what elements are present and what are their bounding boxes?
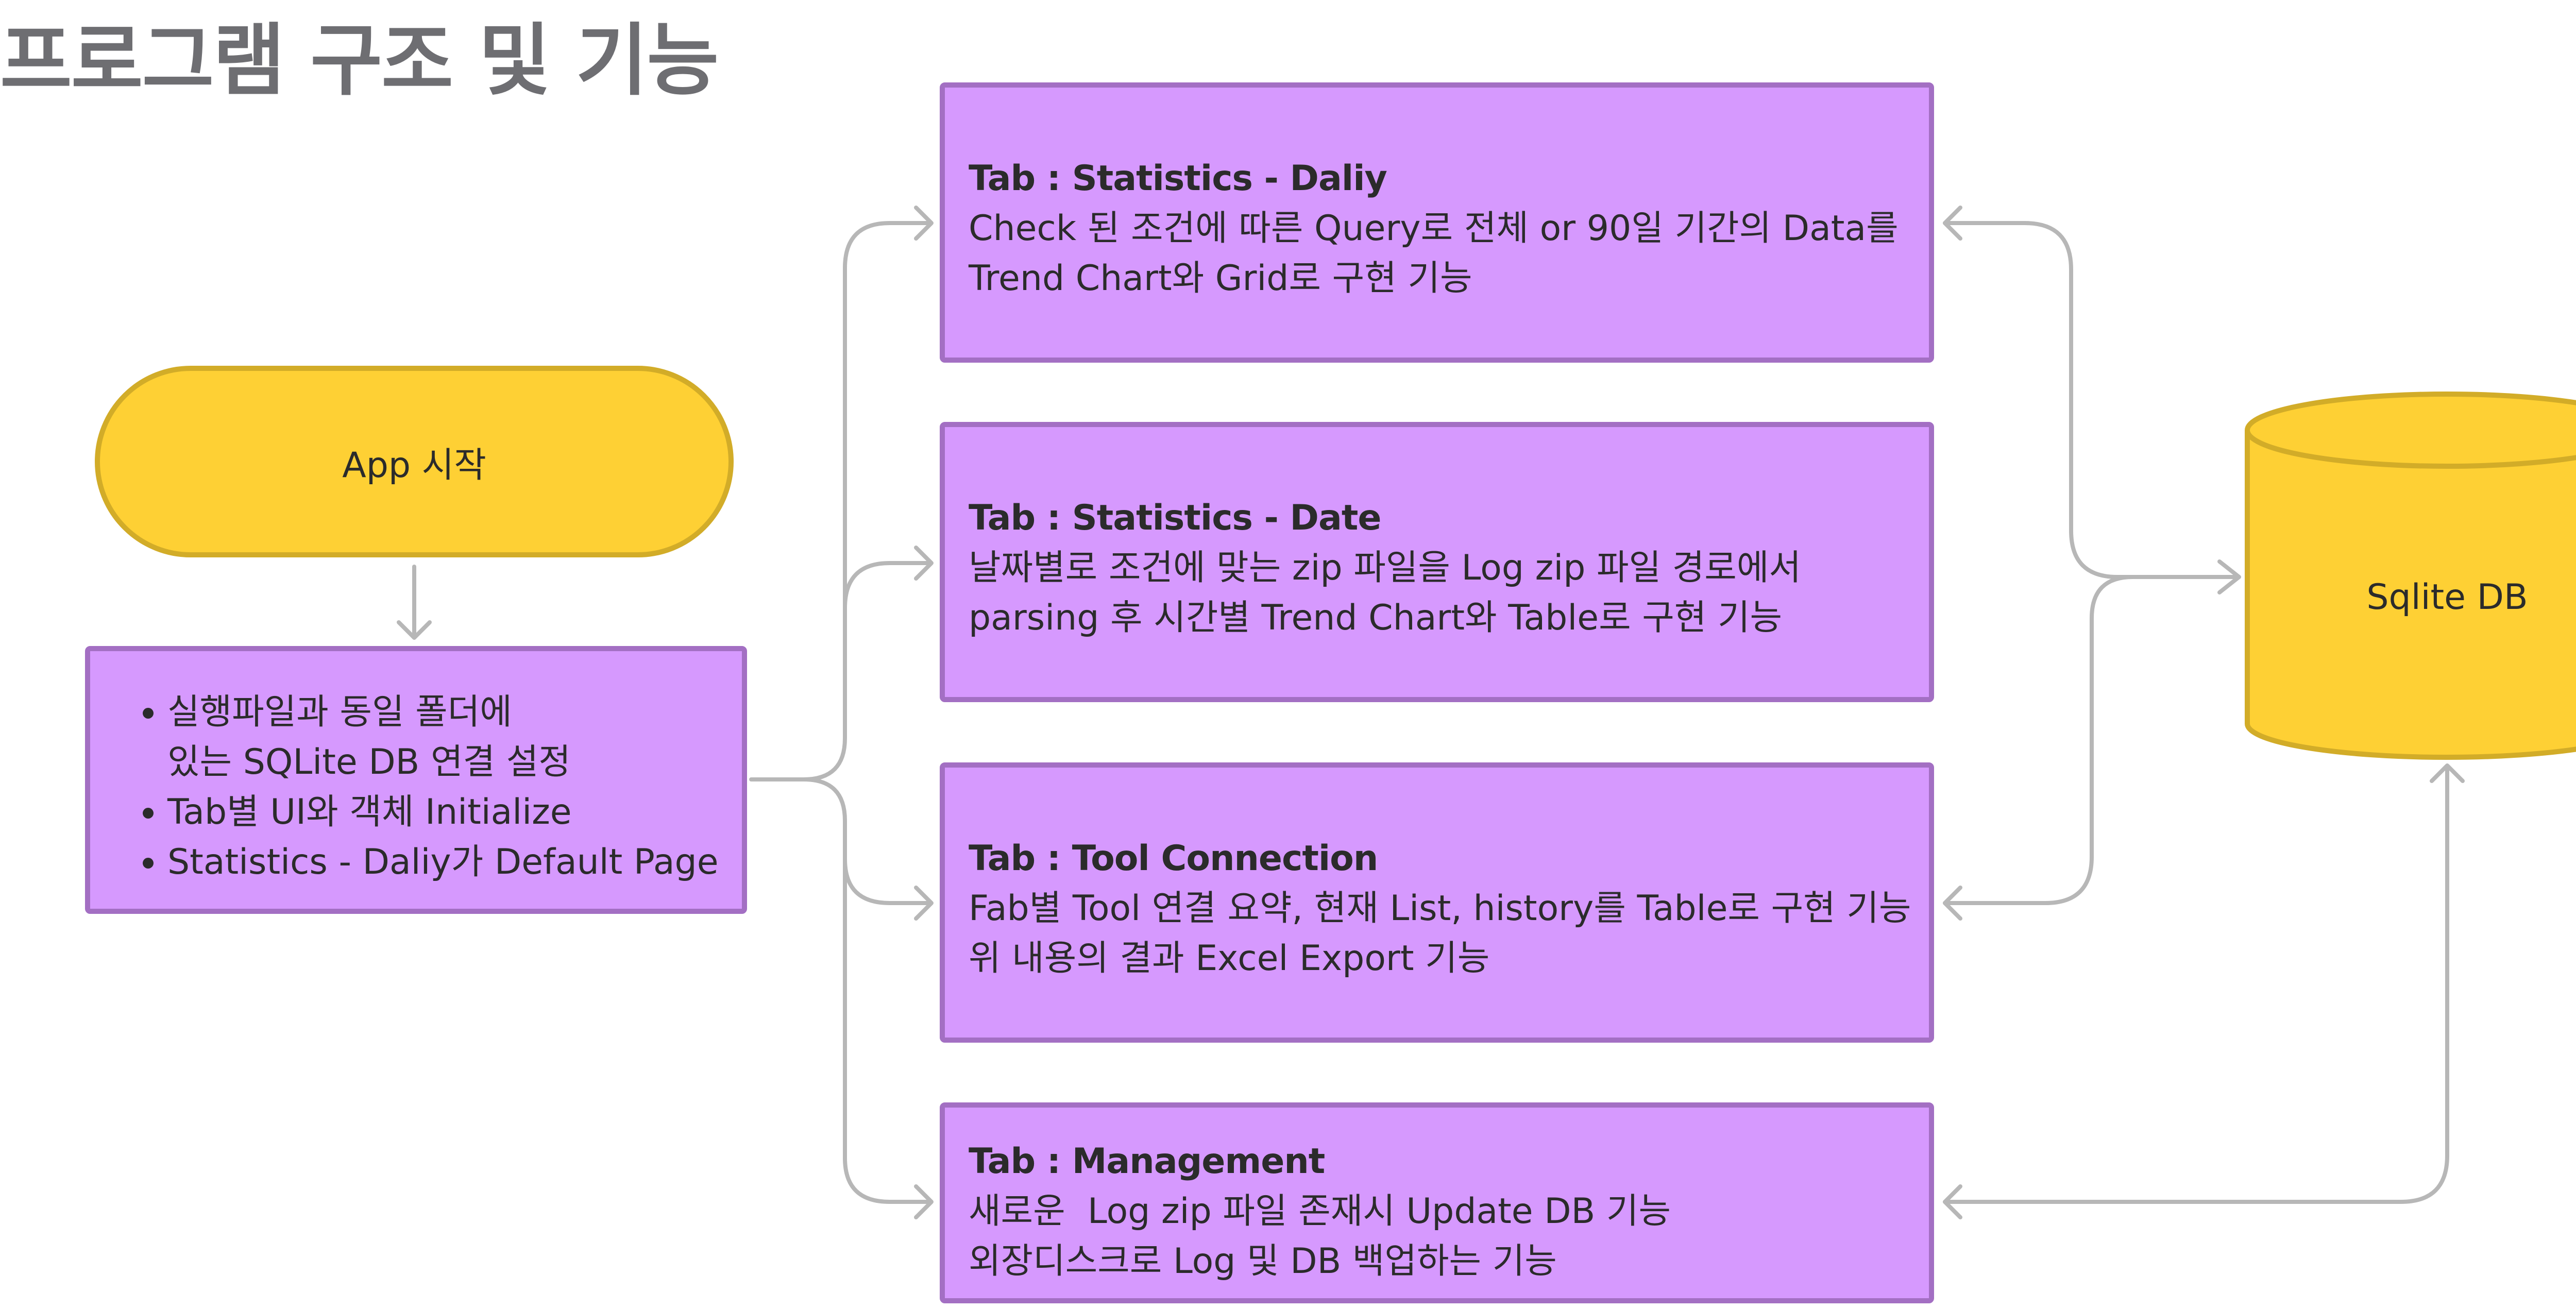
tab-management-node: Tab : Management 새로운 Log zip 파일 존재시 Upda… <box>940 1102 1934 1303</box>
start-node-label: App 시작 <box>342 445 486 486</box>
edge-database-daily <box>1943 206 2237 579</box>
edge-date-to-database <box>1943 575 2135 905</box>
tab-statistics-daily-node: Tab : Statistics - Daliy Check 된 조건에 따른 … <box>940 82 1934 363</box>
init-item: Tab별 UI와 객체 Initialize <box>167 787 742 837</box>
init-node: 실행파일과 동일 폴더에 있는 SQLite DB 연결 설정 Tab별 UI와… <box>85 646 747 914</box>
tab-description-line: Check 된 조건에 따른 Query로 전체 or 90일 기간의 Data… <box>969 208 1899 249</box>
tab-description-line: parsing 후 시간별 Trend Chart와 Table로 구현 기능 <box>969 598 1783 638</box>
tab-title: Tab : Tool Connection <box>969 838 1378 879</box>
init-item: Statistics - Daliy가 Default Page <box>167 837 742 887</box>
init-item: 실행파일과 동일 폴더에 있는 SQLite DB 연결 설정 <box>167 687 742 787</box>
page-title: 프로그램 구조 및 기능 <box>0 15 719 106</box>
arrowhead-into-database <box>2217 559 2241 594</box>
database-label: Sqlite DB <box>2366 577 2528 618</box>
tab-title: Tab : Statistics - Date <box>969 498 1382 538</box>
tab-tool-connection-node: Tab : Tool Connection Fab별 Tool 연결 요약, 현… <box>940 762 1934 1043</box>
tab-description-line: Fab별 Tool 연결 요약, 현재 List, history를 Table… <box>969 888 1911 929</box>
edge-start-to-init <box>397 565 432 640</box>
tab-description-line: 외장디스크로 Log 및 DB 백업하는 기능 <box>969 1241 1557 1282</box>
edge-init-to-tabs <box>749 206 934 1219</box>
edge-database-to-mgmt <box>1943 763 2465 1219</box>
start-node: App 시작 <box>95 366 734 557</box>
tab-description-line: Trend Chart와 Grid로 구현 기능 <box>969 258 1472 299</box>
tab-description-line: 날짜별로 조건에 맞는 zip 파일을 Log zip 파일 경로에서 <box>969 548 1801 588</box>
tab-title: Tab : Statistics - Daliy <box>969 158 1387 199</box>
tab-statistics-date-node: Tab : Statistics - Date 날짜별로 조건에 맞는 zip … <box>940 422 1934 702</box>
edge-database-to-tool <box>1943 886 1962 921</box>
tab-title: Tab : Management <box>969 1141 1325 1182</box>
database-cylinder <box>2245 392 2576 760</box>
tab-description-line: 위 내용의 결과 Excel Export 기능 <box>969 938 1490 979</box>
tab-description-line: 새로운 Log zip 파일 존재시 Update DB 기능 <box>969 1191 1671 1232</box>
